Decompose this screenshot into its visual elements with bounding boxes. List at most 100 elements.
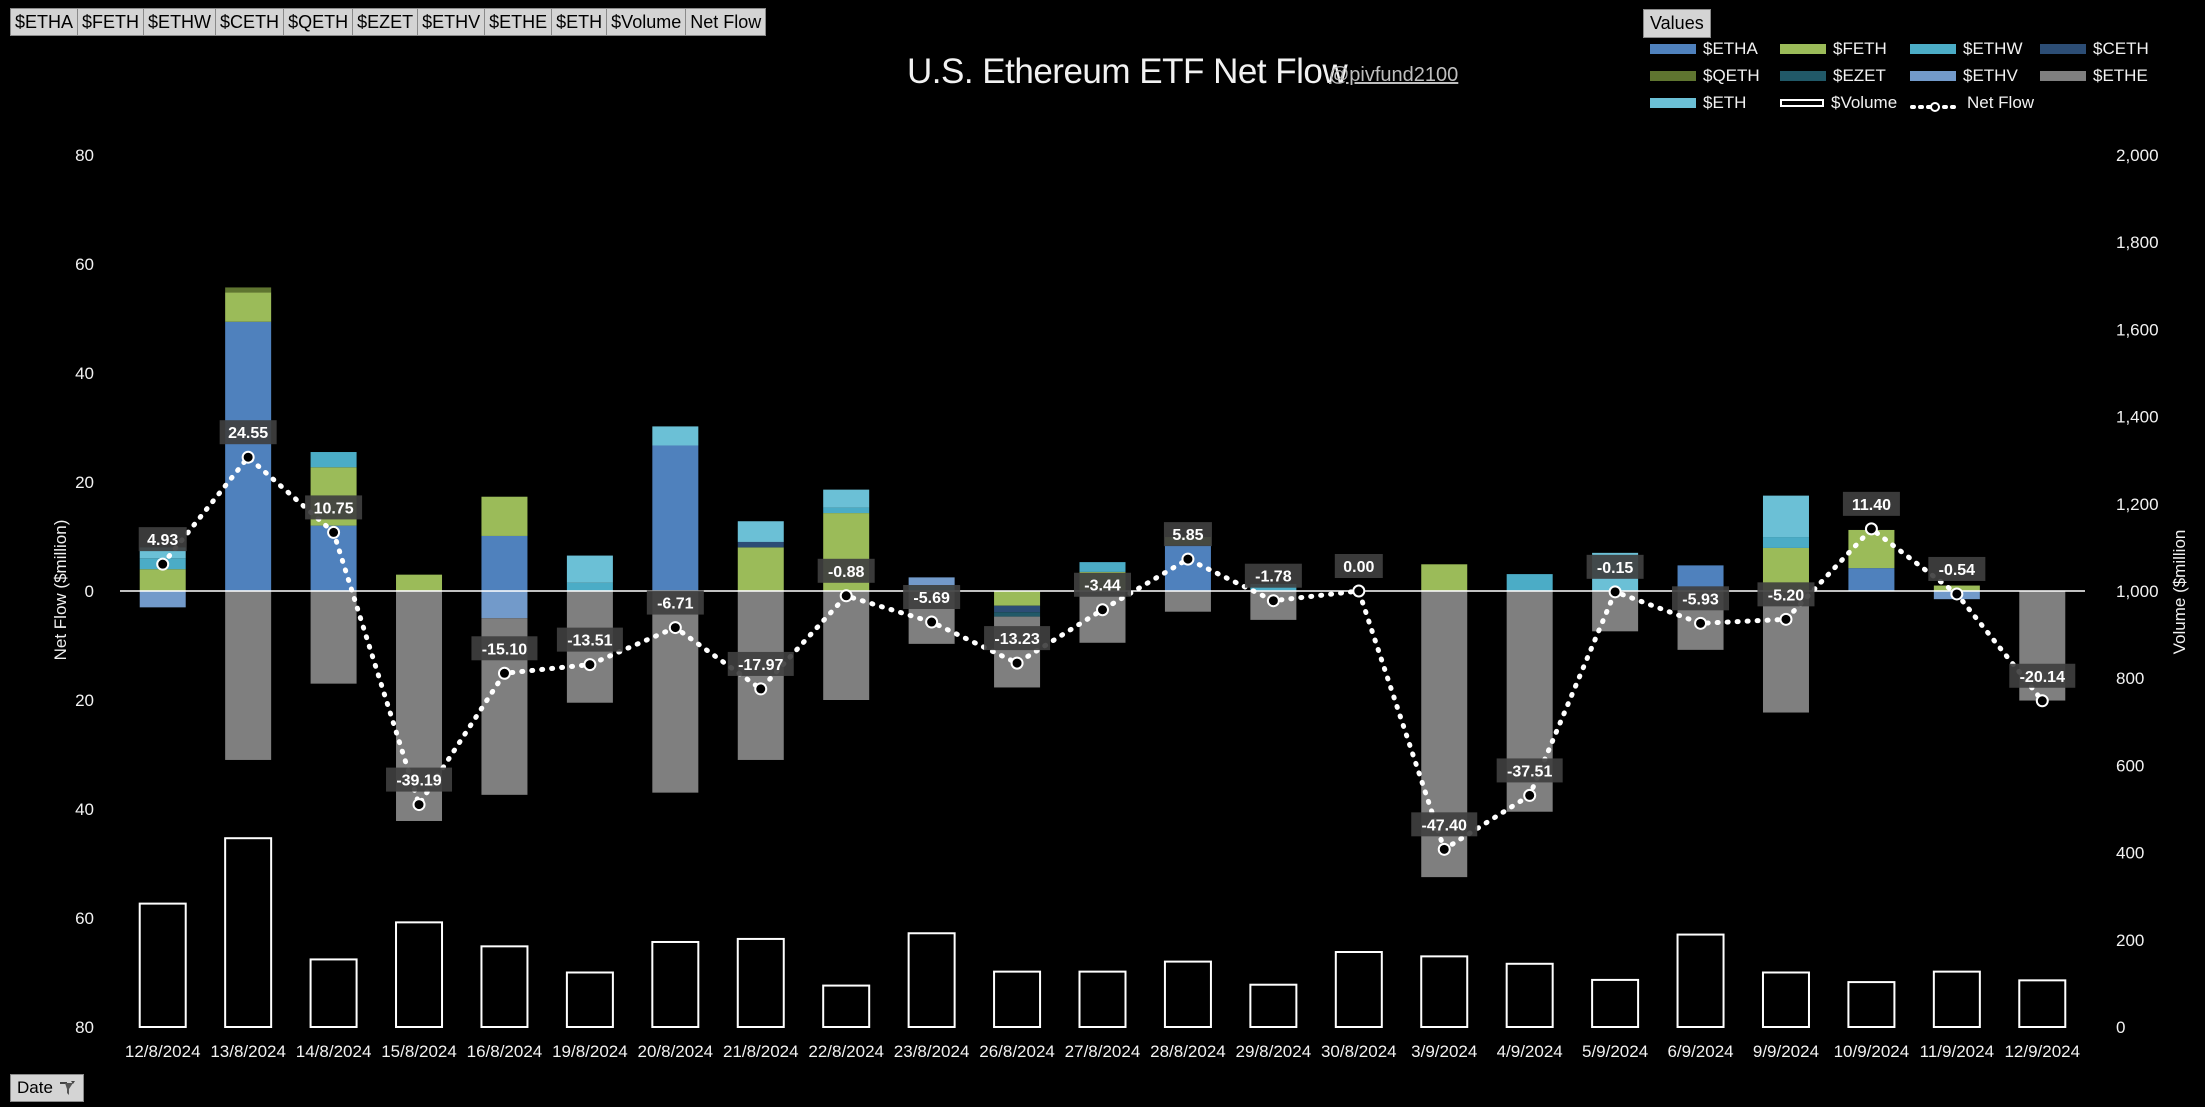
data-label-box [1496,758,1563,783]
legend: $ETHA $FETH $ETHW $CETH $QETH $EZET $ETHV $ETHE… [1650,37,2170,114]
y2-tick-label: 400 [2116,844,2144,863]
data-label-box [1163,522,1212,547]
x-tick-label: 23/8/2024 [894,1042,970,1061]
x-tick-label: 22/8/2024 [808,1042,884,1061]
field-button-3[interactable]: $CETH [215,8,284,36]
net-flow-point [1266,594,1280,608]
legend-label: $EZET [1833,65,1886,85]
legend-item-6[interactable]: $ETHV [1910,64,2040,87]
x-tick-label: 26/8/2024 [979,1042,1055,1061]
bar-eth [652,426,699,446]
x-tick-label: 13/8/2024 [210,1042,286,1061]
bar-eth [566,555,613,583]
data-label-box [646,590,704,615]
y-tick-label: 20 [75,473,94,492]
data-label-box [471,636,538,661]
field-button-1[interactable]: $FETH [77,8,144,36]
net-flow-point [1779,612,1793,626]
y2-tick-label: 1,600 [2116,320,2159,339]
x-tick-label: 28/8/2024 [1150,1042,1226,1061]
volume-bar [1334,951,1383,1028]
data-label: -13.23 [994,631,1039,648]
legend-item-2[interactable]: $ETHW [1910,37,2040,60]
data-label: -0.54 [1939,562,1976,579]
y-tick-label: 60 [75,255,94,274]
y-tick-label: 80 [75,1018,94,1037]
y2-tick-label: 1,200 [2116,495,2159,514]
data-label-box [138,527,187,552]
y-tick-label: 60 [75,909,94,928]
data-label: -37.51 [1507,763,1552,780]
field-button-5[interactable]: $EZET [352,8,418,36]
data-label-box [1074,572,1131,597]
chart-subtitle[interactable]: @pivfund2100 [1329,64,1459,86]
data-label: -47.40 [1422,817,1467,834]
legend-item-1[interactable]: $FETH [1780,37,1910,60]
x-tick-label: 15/8/2024 [381,1042,457,1061]
volume-bar [395,921,444,1028]
x-tick-label: 16/8/2024 [467,1042,543,1061]
legend-item-10[interactable]: Net Flow [1910,91,2040,114]
legend-label: $QETH [1703,65,1760,85]
bar-ethw [1762,537,1809,548]
net-flow-point [1864,522,1878,536]
bar-feth [396,574,443,591]
date-field-button[interactable]: Date [10,1074,84,1102]
bar-ethe [310,591,357,684]
field-button-8[interactable]: $ETH [551,8,607,36]
data-label-box [1244,563,1302,588]
legend-label: $ETHE [2093,65,2148,85]
volume-bar [138,902,187,1028]
bar-etha [1848,568,1895,591]
filter-icon [59,1081,75,1095]
legend-swatch [2040,43,2086,54]
legend-swatch [2040,70,2086,81]
field-button-0[interactable]: $ETHA [10,8,78,36]
y2-tick-label: 600 [2116,756,2144,775]
legend-swatch [1910,70,1956,81]
legend-item-8[interactable]: $ETH [1650,91,1780,114]
field-button-2[interactable]: $ETHW [143,8,216,36]
legend-item-5[interactable]: $EZET [1780,64,1910,87]
volume-bar [1163,960,1212,1028]
data-label: -6.71 [657,596,694,613]
bar-feth [1421,564,1468,591]
x-tick-label: 11/9/2024 [1920,1042,1994,1061]
volume-bar [1420,955,1469,1028]
values-field-button[interactable]: Values [1643,9,1711,38]
legend-item-7[interactable]: $ETHE [2040,64,2170,87]
volume-bar [1249,983,1298,1029]
volume-bar [1761,971,1810,1028]
field-button-9[interactable]: $Volume [606,8,686,36]
field-button-4[interactable]: $QETH [283,8,353,36]
volume-bar [1078,970,1127,1028]
date-field-label: Date [17,1078,53,1097]
bar-eth [1762,495,1809,538]
bar-feth [225,292,272,322]
bar-feth [139,569,186,591]
net-flow-point [839,589,853,603]
data-label: 11.40 [1852,497,1891,514]
legend-item-4[interactable]: $QETH [1650,64,1780,87]
legend-item-3[interactable]: $CETH [2040,37,2170,60]
legend-item-9[interactable]: $Volume [1780,91,1910,114]
legend-item-0[interactable]: $ETHA [1650,37,1780,60]
net-flow-point [497,666,511,680]
volume-bar [1676,933,1725,1028]
volume-bar [309,958,358,1028]
volume-bar [2018,979,2067,1029]
data-label-box [386,767,453,792]
volume-bar [565,971,614,1028]
x-tick-label: 10/9/2024 [1834,1042,1910,1061]
data-label: -39.19 [396,773,441,790]
y-tick-label: 20 [75,691,94,710]
bar-ethw [823,507,870,514]
bar-ethw [1079,562,1126,572]
bar-eth [737,521,784,542]
x-tick-label: 12/9/2024 [2004,1042,2080,1061]
field-button-6[interactable]: $ETHV [417,8,485,36]
data-label-box [219,420,277,445]
data-label-box [1334,554,1383,578]
field-button-10[interactable]: Net Flow [685,8,767,36]
field-button-7[interactable]: $ETHE [484,8,552,36]
